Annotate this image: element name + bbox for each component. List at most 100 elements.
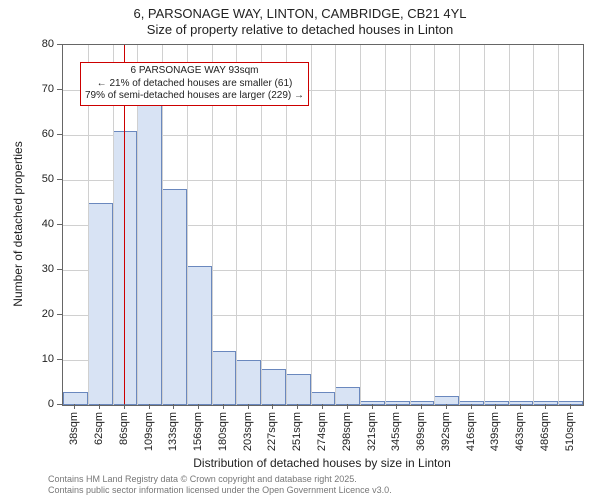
x-tick-mark [520, 404, 521, 409]
annotation-title: 6 PARSONAGE WAY 93sqm [85, 65, 304, 78]
title-line1: 6, PARSONAGE WAY, LINTON, CAMBRIDGE, CB2… [0, 6, 600, 22]
title-line2: Size of property relative to detached ho… [0, 22, 600, 38]
histogram-bar [459, 401, 484, 406]
x-tick-mark [495, 404, 496, 409]
x-tick-mark [545, 404, 546, 409]
histogram-bar [286, 374, 311, 406]
y-tick-label: 80 [24, 38, 54, 50]
histogram-bar [236, 360, 261, 405]
histogram-bar [558, 401, 583, 406]
x-tick-mark [223, 404, 224, 409]
histogram-bar [335, 387, 360, 405]
x-tick-label: 251sqm [291, 412, 303, 451]
x-tick-mark [471, 404, 472, 409]
histogram-bar [88, 203, 113, 406]
grid-line-v [533, 45, 534, 405]
x-tick-label: 133sqm [167, 412, 179, 451]
grid-line-v [311, 45, 312, 405]
x-tick-label: 486sqm [539, 412, 551, 451]
grid-line-v [459, 45, 460, 405]
x-tick-mark [173, 404, 174, 409]
y-axis-label: Number of detached properties [11, 141, 25, 306]
y-tick-mark [57, 89, 62, 90]
x-tick-mark [198, 404, 199, 409]
histogram-bar [137, 104, 162, 406]
x-tick-label: 156sqm [192, 412, 204, 451]
marker-annotation: 6 PARSONAGE WAY 93sqm← 21% of detached h… [80, 62, 309, 106]
histogram-bar [187, 266, 212, 406]
y-tick-mark [57, 359, 62, 360]
histogram-bar [212, 351, 237, 405]
grid-line-v [360, 45, 361, 405]
grid-line-v [509, 45, 510, 405]
footer-attribution: Contains HM Land Registry data © Crown c… [48, 474, 392, 497]
grid-line-v [558, 45, 559, 405]
x-tick-label: 298sqm [341, 412, 353, 451]
x-tick-mark [297, 404, 298, 409]
x-tick-label: 274sqm [316, 412, 328, 451]
x-tick-mark [124, 404, 125, 409]
histogram-bar [113, 131, 138, 406]
x-axis-label: Distribution of detached houses by size … [193, 456, 451, 470]
grid-line-v [484, 45, 485, 405]
histogram-bar [533, 401, 558, 406]
histogram-bar [63, 392, 88, 406]
x-tick-mark [248, 404, 249, 409]
y-tick-label: 40 [24, 218, 54, 230]
histogram-bar [261, 369, 286, 405]
annotation-line1: ← 21% of detached houses are smaller (61… [85, 78, 304, 91]
x-tick-mark [372, 404, 373, 409]
y-tick-label: 30 [24, 263, 54, 275]
x-tick-label: 369sqm [415, 412, 427, 451]
x-tick-label: 439sqm [489, 412, 501, 451]
x-tick-label: 416sqm [465, 412, 477, 451]
x-tick-mark [396, 404, 397, 409]
x-tick-label: 62sqm [93, 412, 105, 445]
histogram-bar [162, 189, 187, 405]
grid-line-v [385, 45, 386, 405]
y-tick-label: 20 [24, 308, 54, 320]
x-tick-mark [99, 404, 100, 409]
grid-line-v [410, 45, 411, 405]
x-tick-label: 510sqm [564, 412, 576, 451]
x-tick-label: 180sqm [217, 412, 229, 451]
x-tick-mark [421, 404, 422, 409]
x-tick-mark [570, 404, 571, 409]
y-tick-label: 0 [24, 398, 54, 410]
x-tick-mark [347, 404, 348, 409]
title-block: 6, PARSONAGE WAY, LINTON, CAMBRIDGE, CB2… [0, 0, 600, 39]
annotation-line2: 79% of semi-detached houses are larger (… [85, 90, 304, 103]
x-tick-label: 392sqm [440, 412, 452, 451]
y-tick-mark [57, 179, 62, 180]
x-tick-mark [272, 404, 273, 409]
x-tick-label: 109sqm [143, 412, 155, 451]
x-tick-label: 345sqm [390, 412, 402, 451]
y-tick-label: 10 [24, 353, 54, 365]
grid-line-v [335, 45, 336, 405]
x-tick-label: 38sqm [68, 412, 80, 445]
y-tick-mark [57, 269, 62, 270]
chart-container: 6, PARSONAGE WAY, LINTON, CAMBRIDGE, CB2… [0, 0, 600, 500]
histogram-bar [434, 396, 459, 405]
y-tick-mark [57, 314, 62, 315]
x-tick-label: 227sqm [266, 412, 278, 451]
x-tick-label: 203sqm [242, 412, 254, 451]
y-tick-mark [57, 134, 62, 135]
y-tick-mark [57, 404, 62, 405]
y-tick-mark [57, 224, 62, 225]
y-tick-label: 70 [24, 83, 54, 95]
y-tick-label: 60 [24, 128, 54, 140]
x-tick-mark [149, 404, 150, 409]
histogram-bar [360, 401, 385, 406]
footer-line1: Contains HM Land Registry data © Crown c… [48, 474, 392, 485]
x-tick-label: 463sqm [514, 412, 526, 451]
y-tick-mark [57, 44, 62, 45]
x-tick-mark [74, 404, 75, 409]
x-tick-label: 86sqm [118, 412, 130, 445]
grid-line-v [434, 45, 435, 405]
x-tick-mark [322, 404, 323, 409]
footer-line2: Contains public sector information licen… [48, 485, 392, 496]
x-tick-mark [446, 404, 447, 409]
histogram-bar [311, 392, 336, 406]
x-tick-label: 321sqm [366, 412, 378, 451]
